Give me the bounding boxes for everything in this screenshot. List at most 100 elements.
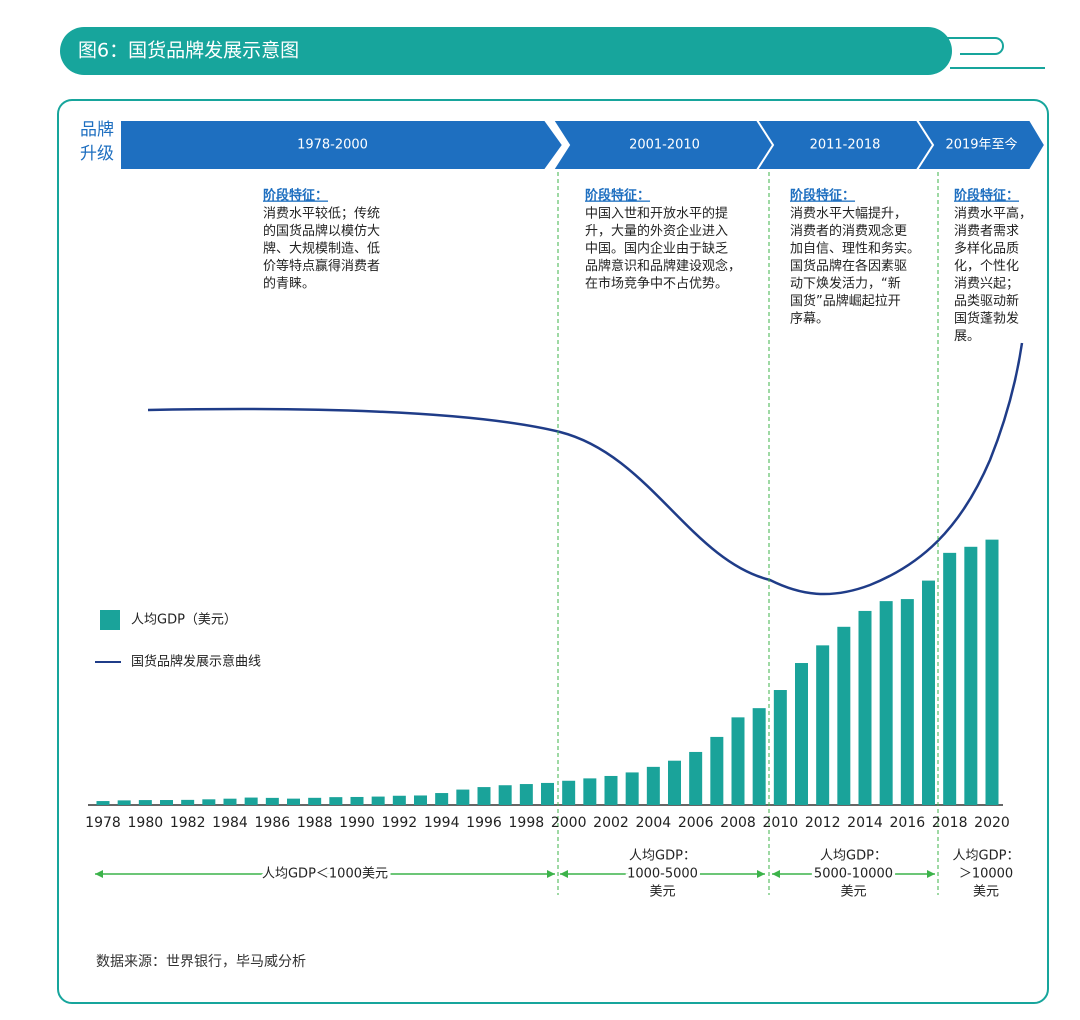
bar — [308, 797, 322, 805]
bar — [202, 799, 216, 805]
bar — [329, 797, 343, 805]
legend-label: 国货品牌发展示意曲线 — [131, 654, 261, 670]
bar — [710, 736, 724, 805]
stage-heading: 阶段特征： — [263, 188, 328, 204]
stage-period: 2001-2010 — [629, 138, 700, 153]
stage-text: 消费者的消费观念更 — [790, 223, 907, 239]
bar — [943, 552, 957, 805]
bar — [117, 800, 131, 805]
bar — [414, 795, 427, 805]
stage-text: 中国。国内企业由于缺乏 — [585, 241, 728, 257]
bar — [816, 645, 830, 805]
bar — [138, 800, 152, 805]
x-tick-label: 1994 — [424, 815, 460, 831]
stage-heading: 阶段特征： — [790, 188, 855, 204]
bar — [922, 580, 935, 805]
stage-text: 消费水平大幅提升， — [790, 206, 907, 222]
stage-text: 展。 — [954, 329, 980, 344]
stage-arrow — [915, 119, 1047, 171]
bar — [244, 797, 258, 805]
bar — [562, 780, 576, 805]
gdp-range: ＞10000 — [959, 867, 1013, 882]
x-tick-label: 1992 — [382, 815, 418, 831]
stage-text: 化，个性化 — [954, 259, 1019, 274]
bar — [858, 610, 872, 805]
stage-text: 消费兴起； — [954, 277, 1019, 292]
x-tick-label: 1990 — [339, 815, 375, 831]
brand-curve — [147, 342, 1024, 596]
x-tick-label: 2002 — [593, 815, 629, 831]
bar — [435, 793, 449, 805]
x-tick-label: 2016 — [890, 815, 926, 831]
stage-text: 序幕。 — [790, 312, 829, 327]
stage-text: 消费者需求 — [954, 224, 1019, 239]
gdp-range: 人均GDP： — [953, 849, 1020, 864]
stage-period: 2019年至今 — [945, 137, 1017, 153]
gdp-range: 1000-5000 — [627, 867, 698, 882]
bar — [625, 772, 639, 805]
x-tick-label: 2006 — [678, 815, 714, 831]
bar — [646, 766, 660, 805]
x-tick-label: 1982 — [170, 815, 206, 831]
stage-text: 价等特点赢得消费者 — [263, 258, 380, 274]
stage-text: 品牌意识和品牌建设观念， — [585, 258, 741, 274]
gdp-range: 人均GDP＜1000美元 — [262, 867, 388, 882]
gdp-range: 美元 — [973, 885, 999, 900]
header-decor — [940, 37, 1045, 69]
bar — [498, 785, 512, 805]
stage-text: 品类驱动新 — [954, 293, 1019, 309]
stage-text: 国货品牌在各因素驱 — [790, 258, 907, 274]
x-tick-label: 1984 — [212, 815, 248, 831]
x-tick-label: 1988 — [297, 815, 333, 831]
bar — [583, 778, 597, 805]
stage-text: 消费水平高， — [954, 206, 1032, 222]
x-tick-label: 2008 — [720, 815, 756, 831]
bar — [265, 797, 279, 805]
bar — [392, 795, 406, 805]
gdp-range: 人均GDP： — [629, 849, 696, 864]
bar — [689, 751, 703, 805]
x-tick-label: 1980 — [128, 815, 164, 831]
stage-heading: 阶段特征： — [954, 188, 1019, 204]
bar — [752, 708, 766, 805]
stage-text: 加自信、理性和务实。 — [790, 241, 920, 257]
stage-heading: 阶段特征： — [585, 188, 650, 204]
stage-text: 动下焕发活力，“新 — [790, 276, 901, 292]
bar — [964, 546, 978, 805]
legend-label: 人均GDP（美元） — [131, 613, 237, 628]
stage-text: 中国入世和开放水平的提 — [585, 206, 728, 222]
x-tick-label: 1978 — [85, 815, 121, 831]
x-tick-label: 2004 — [636, 815, 672, 831]
bar — [371, 796, 385, 805]
bar — [604, 775, 618, 805]
x-tick-label: 2012 — [805, 815, 841, 831]
header-bar — [60, 27, 952, 75]
gdp-range: 5000-10000 — [814, 867, 893, 882]
source: 数据来源：世界银行，毕马威分析 — [96, 954, 306, 970]
stage-period: 2011-2018 — [810, 138, 881, 153]
bar — [223, 798, 237, 805]
stage-text: 在市场竞争中不占优势。 — [585, 276, 728, 292]
x-tick-label: 1998 — [509, 815, 545, 831]
bar — [985, 539, 999, 805]
stage-label: 品牌 — [80, 120, 114, 140]
bar — [181, 799, 195, 805]
stage-text: 国货”品牌崛起拉开 — [790, 293, 901, 309]
x-tick-label: 2010 — [763, 815, 799, 831]
gdp-range: 人均GDP： — [820, 849, 887, 864]
bar — [541, 782, 554, 805]
stage-text: 消费水平较低；传统 — [263, 207, 380, 222]
x-tick-label: 2000 — [551, 815, 587, 831]
x-tick-label: 1996 — [466, 815, 502, 831]
bar — [350, 796, 364, 805]
x-tick-label: 2014 — [847, 815, 883, 831]
bar — [287, 798, 300, 805]
card — [57, 99, 1049, 1004]
bar — [456, 789, 470, 805]
header-title: 图6：国货品牌发展示意图 — [78, 40, 299, 62]
gdp-range: 美元 — [840, 885, 866, 900]
stage-text: 多样化品质 — [954, 241, 1019, 257]
stage-text: 国货蓬勃发 — [954, 311, 1019, 327]
bar — [795, 663, 808, 805]
